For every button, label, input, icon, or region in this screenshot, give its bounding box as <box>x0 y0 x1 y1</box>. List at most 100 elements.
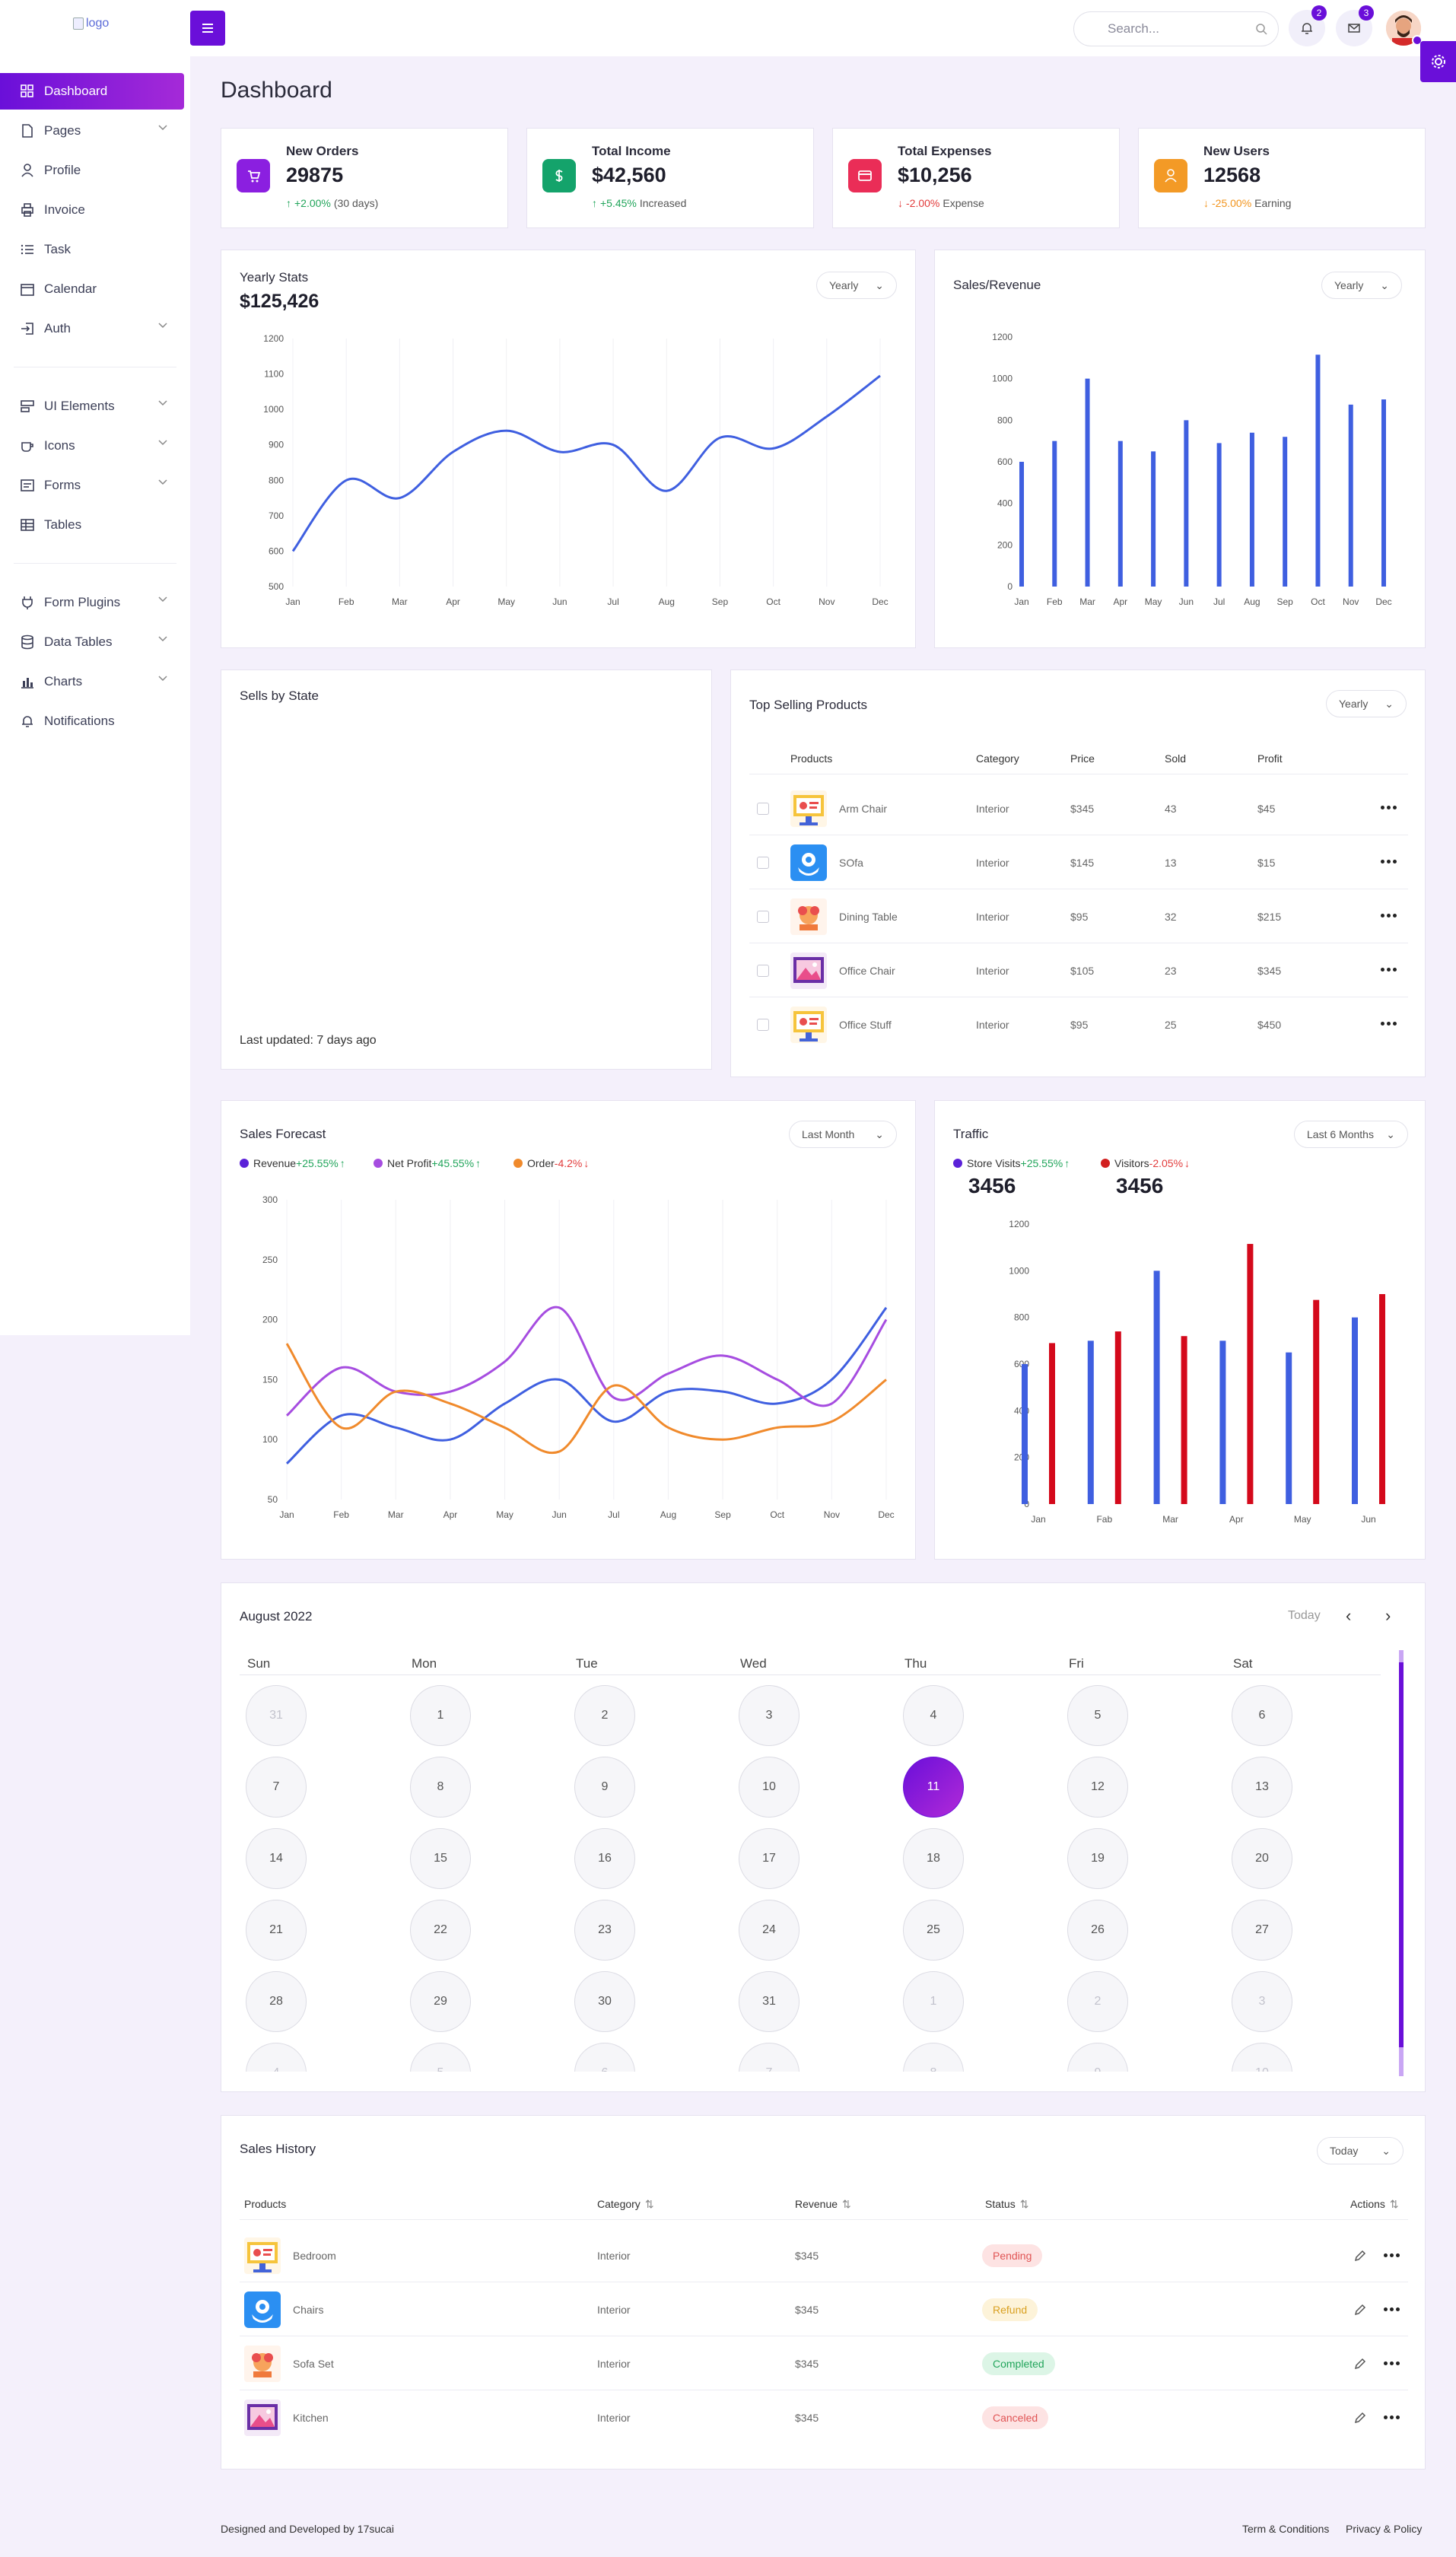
calendar-day[interactable]: 9 <box>1067 2043 1128 2072</box>
row-checkbox[interactable] <box>757 911 769 923</box>
prev-month-icon[interactable]: ‹ <box>1346 1606 1352 1625</box>
calendar-day[interactable]: 2 <box>1067 1971 1128 2032</box>
calendar-day[interactable]: 12 <box>1067 1757 1128 1818</box>
search-icon[interactable] <box>1255 23 1267 35</box>
sidebar-item-charts[interactable]: Charts <box>0 663 184 700</box>
calendar-day[interactable]: 10 <box>739 1757 800 1818</box>
calendar-day[interactable]: 31 <box>246 1685 307 1746</box>
calendar-day[interactable]: 19 <box>1067 1828 1128 1889</box>
period-dropdown[interactable]: Yearly ⌄ <box>816 272 897 299</box>
sidebar-item-profile[interactable]: Profile <box>0 152 184 189</box>
calendar-day[interactable]: 14 <box>246 1828 307 1889</box>
calendar-day[interactable]: 23 <box>574 1900 635 1961</box>
sort-icon[interactable]: ⇅ <box>1389 2198 1399 2210</box>
sort-icon[interactable]: ⇅ <box>842 2198 851 2210</box>
notifications-button[interactable]: 2 <box>1289 5 1327 46</box>
next-month-icon[interactable]: › <box>1385 1606 1391 1625</box>
calendar-day[interactable]: 7 <box>739 2043 800 2072</box>
calendar-day[interactable]: 6 <box>574 2043 635 2072</box>
row-checkbox[interactable] <box>757 965 769 977</box>
calendar-day[interactable]: 29 <box>410 1971 471 2032</box>
sidebar-item-pages[interactable]: Pages <box>0 113 184 149</box>
today-button[interactable]: Today <box>1288 1609 1321 1622</box>
calendar-day[interactable]: 1 <box>903 1971 964 2032</box>
calendar-day[interactable]: 26 <box>1067 1900 1128 1961</box>
calendar-day[interactable]: 8 <box>410 1757 471 1818</box>
edit-icon[interactable] <box>1353 2411 1367 2425</box>
more-options-icon[interactable] <box>1384 2361 1400 2365</box>
calendar-day[interactable]: 25 <box>903 1900 964 1961</box>
x-tick-label: Jan <box>1014 596 1028 607</box>
period-dropdown[interactable]: Last 6 Months ⌄ <box>1294 1121 1408 1148</box>
calendar-day[interactable]: 24 <box>739 1900 800 1961</box>
row-checkbox[interactable] <box>757 1019 769 1031</box>
more-options-icon[interactable] <box>1384 2415 1400 2419</box>
edit-icon[interactable] <box>1353 2249 1367 2263</box>
calendar-day[interactable]: 17 <box>739 1828 800 1889</box>
messages-button[interactable]: 3 <box>1336 5 1374 46</box>
calendar-day[interactable]: 30 <box>574 1971 635 2032</box>
more-options-icon[interactable] <box>1381 860 1397 863</box>
y-tick-label: 1000 <box>1009 1265 1029 1276</box>
sidebar-item-invoice[interactable]: Invoice <box>0 192 184 228</box>
scrollbar-thumb[interactable] <box>1399 1662 1404 2047</box>
sort-icon[interactable]: ⇅ <box>644 2198 654 2210</box>
sidebar-item-dashboard[interactable]: Dashboard <box>0 73 184 110</box>
calendar-day[interactable]: 22 <box>410 1900 471 1961</box>
calendar-day[interactable]: 10 <box>1232 2043 1292 2072</box>
calendar-day[interactable]: 2 <box>574 1685 635 1746</box>
edit-icon[interactable] <box>1353 2303 1367 2317</box>
calendar-day[interactable]: 8 <box>903 2043 964 2072</box>
menu-toggle-button[interactable] <box>190 11 225 46</box>
sidebar-item-forms[interactable]: Forms <box>0 467 184 504</box>
privacy-link[interactable]: Privacy & Policy <box>1346 2523 1423 2535</box>
period-dropdown[interactable]: Today ⌄ <box>1317 2137 1404 2164</box>
period-dropdown[interactable]: Yearly ⌄ <box>1326 690 1407 717</box>
sidebar-item-auth[interactable]: Auth <box>0 310 184 347</box>
calendar-day[interactable]: 27 <box>1232 1900 1292 1961</box>
calendar-day[interactable]: 18 <box>903 1828 964 1889</box>
calendar-day[interactable]: 7 <box>246 1757 307 1818</box>
calendar-day[interactable]: 13 <box>1232 1757 1292 1818</box>
sidebar-item-notifications[interactable]: Notifications <box>0 703 184 739</box>
sidebar-item-task[interactable]: Task <box>0 231 184 268</box>
sidebar-item-data-tables[interactable]: Data Tables <box>0 624 184 660</box>
calendar-day[interactable]: 16 <box>574 1828 635 1889</box>
calendar-day[interactable]: 11 <box>903 1757 964 1818</box>
sidebar-item-icons[interactable]: Icons <box>0 428 184 464</box>
calendar-day[interactable]: 5 <box>1067 1685 1128 1746</box>
calendar-day[interactable]: 5 <box>410 2043 471 2072</box>
sidebar-item-form-plugins[interactable]: Form Plugins <box>0 584 184 621</box>
period-dropdown[interactable]: Yearly ⌄ <box>1321 272 1402 299</box>
calendar-day[interactable]: 9 <box>574 1757 635 1818</box>
sort-icon[interactable]: ⇅ <box>1019 2198 1029 2210</box>
calendar-day[interactable]: 1 <box>410 1685 471 1746</box>
calendar-day[interactable]: 4 <box>246 2043 307 2072</box>
row-checkbox[interactable] <box>757 803 769 815</box>
search-input[interactable]: Search... <box>1073 11 1279 46</box>
calendar-day[interactable]: 15 <box>410 1828 471 1889</box>
calendar-day[interactable]: 31 <box>739 1971 800 2032</box>
more-options-icon[interactable] <box>1384 2253 1400 2257</box>
calendar-day[interactable]: 21 <box>246 1900 307 1961</box>
calendar-day[interactable]: 28 <box>246 1971 307 2032</box>
calendar-day[interactable]: 20 <box>1232 1828 1292 1889</box>
sidebar-item-calendar[interactable]: Calendar <box>0 271 184 307</box>
calendar-day[interactable]: 3 <box>1232 1971 1292 2032</box>
calendar-day[interactable]: 4 <box>903 1685 964 1746</box>
settings-drawer-button[interactable] <box>1420 41 1456 82</box>
sidebar-item-tables[interactable]: Tables <box>0 507 184 543</box>
calendar-day[interactable]: 3 <box>739 1685 800 1746</box>
sidebar-item-ui-elements[interactable]: UI Elements <box>0 388 184 425</box>
logo[interactable]: logo <box>73 17 109 30</box>
more-options-icon[interactable] <box>1381 806 1397 809</box>
row-checkbox[interactable] <box>757 857 769 869</box>
more-options-icon[interactable] <box>1384 2307 1400 2311</box>
period-dropdown[interactable]: Last Month ⌄ <box>789 1121 897 1148</box>
more-options-icon[interactable] <box>1381 914 1397 918</box>
more-options-icon[interactable] <box>1381 1022 1397 1026</box>
edit-icon[interactable] <box>1353 2357 1367 2371</box>
terms-link[interactable]: Term & Conditions <box>1242 2523 1330 2535</box>
more-options-icon[interactable] <box>1381 968 1397 972</box>
calendar-day[interactable]: 6 <box>1232 1685 1292 1746</box>
